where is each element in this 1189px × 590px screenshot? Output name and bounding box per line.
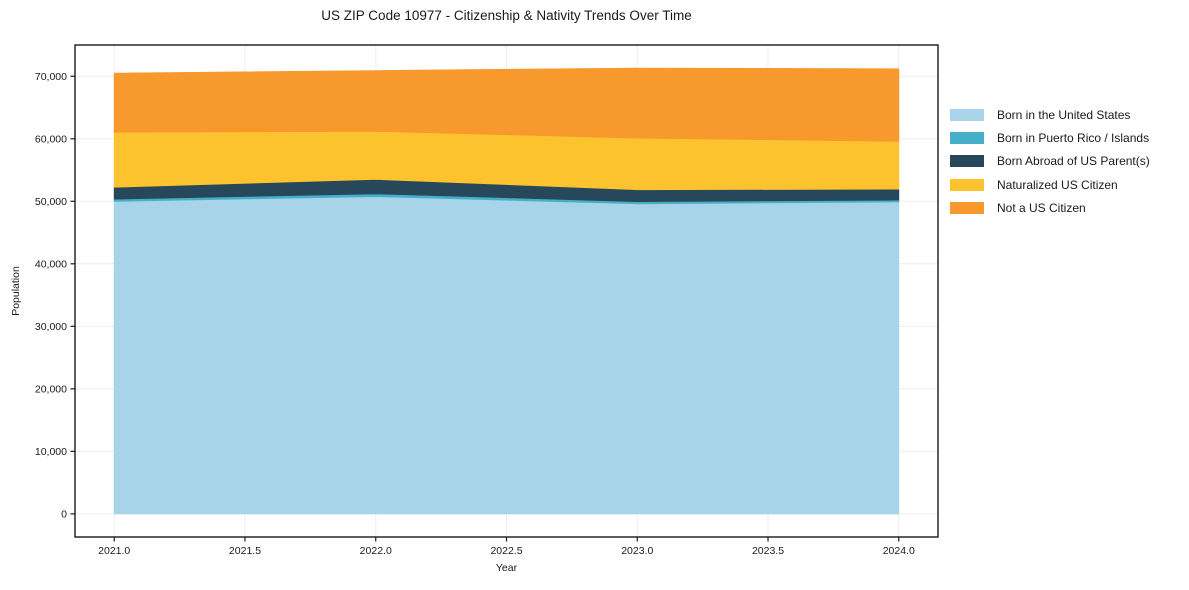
legend: Born in the United States Born in Puerto …	[950, 103, 1150, 220]
legend-swatch	[950, 202, 984, 215]
legend-item: Born in Puerto Rico / Islands	[950, 126, 1150, 149]
legend-label: Naturalized US Citizen	[997, 177, 1118, 192]
y-tick-label: 20,000	[35, 383, 67, 395]
legend-item: Naturalized US Citizen	[950, 173, 1150, 196]
legend-swatch	[950, 108, 984, 121]
legend-label: Born Abroad of US Parent(s)	[997, 154, 1150, 169]
y-axis-label: Population	[10, 266, 22, 316]
x-tick-label: 2021.0	[98, 545, 130, 557]
x-tick-label: 2023.5	[752, 545, 784, 557]
legend-label: Not a US Citizen	[997, 201, 1086, 216]
x-tick-label: 2022.0	[360, 545, 392, 557]
y-tick-label: 70,000	[35, 71, 67, 83]
legend-label: Born in Puerto Rico / Islands	[997, 131, 1150, 146]
y-tick-label: 0	[61, 508, 67, 520]
chart-title: US ZIP Code 10977 - Citizenship & Nativi…	[321, 8, 692, 23]
area-series	[113, 67, 900, 142]
y-tick-label: 10,000	[35, 446, 67, 458]
x-tick-label: 2024.0	[883, 545, 915, 557]
legend-item: Not a US Citizen	[950, 197, 1150, 220]
y-tick-label: 60,000	[35, 133, 67, 145]
y-tick-label: 40,000	[35, 258, 67, 270]
legend-swatch	[950, 178, 984, 191]
legend-swatch	[950, 132, 984, 145]
x-tick-label: 2021.5	[229, 545, 261, 557]
x-tick-label: 2023.0	[621, 545, 653, 557]
area-series	[113, 196, 900, 515]
legend-item: Born Abroad of US Parent(s)	[950, 150, 1150, 173]
legend-label: Born in the United States	[997, 107, 1131, 122]
x-axis-label: Year	[495, 562, 518, 574]
legend-swatch	[950, 155, 984, 168]
legend-item: Born in the United States	[950, 103, 1150, 126]
x-tick-label: 2022.5	[490, 545, 522, 557]
y-tick-label: 30,000	[35, 321, 67, 333]
y-tick-label: 50,000	[35, 196, 67, 208]
